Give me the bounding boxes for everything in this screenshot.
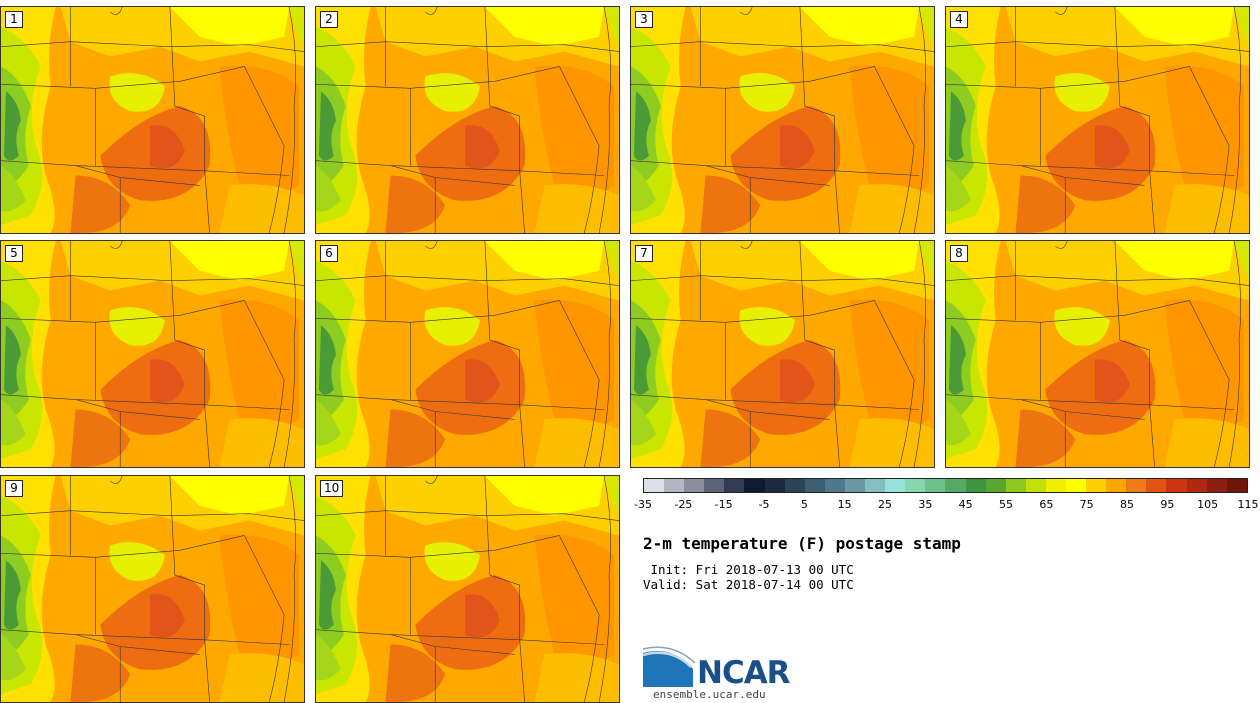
member-number: 6: [320, 245, 338, 262]
member-number: 9: [5, 480, 23, 497]
member-panel-3: 3: [630, 6, 935, 234]
valid-time: Valid: Sat 2018-07-14 00 UTC: [643, 577, 854, 592]
colorbar-tick-label: 15: [837, 498, 852, 511]
colorbar-swatch: [985, 479, 1006, 492]
colorbar-tick-label: 5: [800, 498, 808, 511]
colorbar-swatch: [724, 479, 745, 492]
colorbar-tick-label: 55: [999, 498, 1013, 511]
member-number: 10: [320, 480, 344, 497]
colorbar-tick-label: -25: [674, 498, 693, 511]
member-number: 7: [635, 245, 653, 262]
colorbar-tick-label: 25: [878, 498, 892, 511]
colorbar-tick-label: 75: [1079, 498, 1094, 511]
colorbar-swatch: [744, 479, 765, 492]
member-number: 2: [320, 11, 338, 28]
logo-text: NCAR: [697, 655, 791, 691]
colorbar-tick-label: -5: [758, 498, 770, 511]
plot-title: 2-m temperature (F) postage stamp: [643, 534, 961, 553]
member-panel-2: 2: [315, 6, 620, 234]
colorbar-swatch: [885, 479, 906, 492]
member-panel-6: 6: [315, 240, 620, 468]
member-panel-4: 4: [945, 6, 1250, 234]
colorbar-swatch: [1086, 479, 1107, 492]
colorbar-swatch: [844, 479, 866, 492]
colorbar-swatch: [945, 479, 966, 492]
colorbar-swatch: [1166, 479, 1187, 492]
colorbar-swatch: [784, 479, 805, 492]
colorbar-swatch: [1126, 479, 1147, 492]
temperature-map: [631, 241, 934, 467]
colorbar-tick-label: -35: [634, 498, 652, 511]
temperature-colorbar: [643, 478, 1248, 493]
temperature-map: [316, 7, 619, 233]
member-panel-7: 7: [630, 240, 935, 468]
colorbar-swatch: [644, 479, 665, 492]
member-number: 4: [950, 11, 968, 28]
member-panel-8: 8: [945, 240, 1250, 468]
colorbar-swatch: [1146, 479, 1167, 492]
colorbar-swatch: [965, 479, 986, 492]
colorbar-tick-label: 35: [918, 498, 933, 511]
member-panel-9: 9: [0, 475, 305, 703]
colorbar-swatch: [1065, 479, 1087, 492]
website-url: ensemble.ucar.edu: [653, 688, 766, 701]
colorbar-swatch: [1005, 479, 1026, 492]
colorbar-swatch: [905, 479, 926, 492]
ncar-logo-icon: [643, 646, 696, 687]
temperature-map: [946, 241, 1249, 467]
colorbar-swatch: [865, 479, 886, 492]
colorbar-swatch: [804, 479, 825, 492]
colorbar-swatch: [1186, 479, 1207, 492]
colorbar-tick-label: 45: [958, 498, 973, 511]
member-number: 3: [635, 11, 653, 28]
colorbar-tick-label: 115: [1237, 498, 1259, 511]
temperature-map: [1, 476, 304, 702]
colorbar-tick-label: 65: [1039, 498, 1054, 511]
colorbar-swatch: [664, 479, 685, 492]
temperature-map: [316, 476, 619, 702]
colorbar-swatch: [1106, 479, 1127, 492]
colorbar-swatch: [1226, 479, 1247, 492]
temperature-map: [1, 241, 304, 467]
member-panel-10: 10: [315, 475, 620, 703]
temperature-map: [1, 7, 304, 233]
colorbar-swatch: [684, 479, 705, 492]
member-number: 1: [5, 11, 23, 28]
colorbar-tick-label: -15: [714, 498, 733, 511]
temperature-map: [631, 7, 934, 233]
colorbar-tick-labels: -35 -25 -15 -5 5 15 25 35 45 55 65 75 85 95 105 115: [633, 498, 1258, 514]
member-number: 8: [950, 245, 968, 262]
colorbar-swatch: [824, 479, 845, 492]
colorbar-swatch: [925, 479, 946, 492]
temperature-map: [946, 7, 1249, 233]
init-time: Init: Fri 2018-07-13 00 UTC: [643, 562, 854, 577]
temperature-map: [316, 241, 619, 467]
colorbar-tick-label: 85: [1120, 498, 1134, 511]
colorbar-swatch: [764, 479, 785, 492]
colorbar-tick-label: 105: [1197, 498, 1219, 511]
colorbar-swatch: [704, 479, 725, 492]
colorbar-swatch: [1045, 479, 1066, 492]
member-number: 5: [5, 245, 23, 262]
member-panel-1: 1: [0, 6, 305, 234]
member-panel-5: 5: [0, 240, 305, 468]
colorbar-swatch: [1025, 479, 1046, 492]
colorbar-tick-label: 95: [1160, 498, 1175, 511]
colorbar-swatch: [1206, 479, 1227, 492]
